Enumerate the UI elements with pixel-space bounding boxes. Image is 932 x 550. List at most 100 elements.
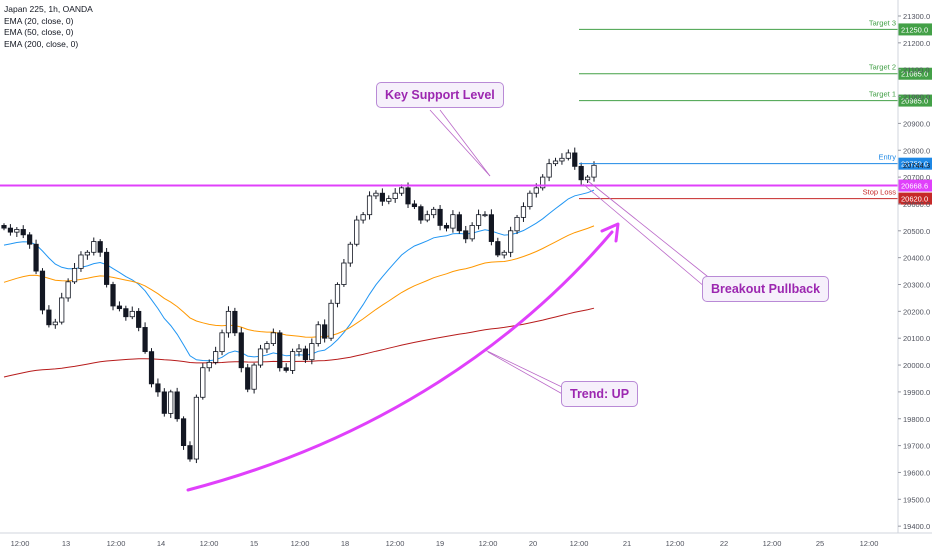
candle-body (33, 243, 39, 272)
candle-body (322, 324, 328, 339)
candle-body (424, 214, 430, 221)
candle-body (206, 361, 212, 369)
candle-body (20, 229, 26, 236)
ema-50-line (3, 225, 595, 338)
indicator-ema-50: EMA (50, close, 0) (4, 27, 74, 37)
candle-body (104, 251, 110, 285)
candle-body (46, 309, 52, 326)
candle-body (302, 348, 309, 361)
x-tick-label: 12:00 (291, 539, 310, 548)
candle-body (328, 302, 334, 339)
candle-body (366, 195, 373, 216)
candle-body (283, 367, 289, 371)
candle-body (315, 324, 321, 344)
candle-body (14, 229, 20, 233)
candle-body (270, 332, 276, 344)
candle-body (27, 234, 33, 245)
candle-body (251, 364, 257, 390)
candle-body (84, 251, 90, 256)
key-support-pointer-b (439, 109, 491, 177)
candle-body (225, 310, 232, 334)
candle-body (142, 327, 148, 353)
candle-body (533, 187, 539, 194)
candle-body (59, 297, 65, 323)
level-label: Target 1 (869, 90, 896, 99)
level-price-tag (898, 192, 932, 205)
chart-legend: Japan 225, 1h, OANDA EMA (20, close, 0) … (4, 4, 93, 50)
candle-body (360, 214, 366, 221)
indicator-ema-200: EMA (200, close, 0) (4, 38, 79, 49)
candle-body (116, 305, 123, 310)
y-tick-label: 21200.0 (903, 39, 930, 48)
candle-body (7, 227, 14, 233)
y-tick-label: 20900.0 (903, 119, 930, 128)
candle-body (379, 192, 385, 202)
ema-200-line (3, 307, 595, 378)
level-price-tag (898, 157, 932, 170)
candle-body (71, 267, 78, 283)
candle-body (219, 332, 225, 353)
key-support-callout: Key Support Level (376, 82, 504, 108)
x-tick-label: 12:00 (386, 539, 405, 548)
trend-pointer-b (487, 351, 567, 397)
candle-body (123, 308, 129, 318)
breakout-pullback-callout: Breakout Pullback (702, 276, 830, 302)
candle-body (418, 206, 424, 221)
candle-body (347, 243, 353, 264)
candle-body (168, 391, 174, 414)
candle-layer (1, 147, 597, 464)
x-tick-label: 12:00 (479, 539, 498, 548)
trend-pointer-a (484, 349, 565, 389)
level-price-label: 20620.0 (901, 195, 928, 204)
candle-body (155, 383, 161, 393)
x-tick-label: 15 (250, 539, 258, 548)
y-tick-label: 19800.0 (903, 415, 930, 424)
candle-body (456, 214, 462, 232)
x-tick-label: 20 (529, 539, 537, 548)
candle-body (39, 270, 46, 311)
y-tick-label: 21100.0 (903, 66, 930, 75)
candle-body (463, 230, 469, 240)
x-tick-label: 12:00 (107, 539, 126, 548)
candle-body (482, 214, 488, 217)
x-tick-label: 18 (341, 539, 349, 548)
candle-body (527, 192, 533, 208)
y-tick-label: 21300.0 (903, 12, 930, 21)
x-tick-label: 12:00 (200, 539, 219, 548)
candle-body (97, 241, 103, 253)
candle-body (200, 367, 206, 398)
candle-body (245, 367, 251, 390)
x-tick-label: 14 (157, 539, 165, 548)
y-tick-label: 19700.0 (903, 442, 930, 451)
level-label: Target 2 (869, 63, 896, 72)
candle-body (591, 164, 597, 178)
candle-body (354, 219, 360, 245)
y-tick-label: 20300.0 (903, 281, 930, 290)
candle-body (180, 418, 187, 447)
x-tick-label: 12:00 (11, 539, 30, 548)
trend-callout: Trend: UP (561, 381, 639, 407)
level-price-tag (898, 23, 932, 36)
candle-body (411, 203, 418, 208)
level-layer: Target 3 21250.0 Target 2 21085.0 Target 1 20… (0, 18, 932, 205)
candle-body (187, 445, 193, 460)
y-tick-label: 19900.0 (903, 388, 930, 397)
level-label: Entry (878, 153, 896, 162)
support-price-label: 20668.6 (901, 182, 928, 191)
candle-body (443, 225, 450, 229)
x-tick-label: 12:00 (860, 539, 879, 548)
y-tick-label: 20200.0 (903, 307, 930, 316)
candle-body (431, 208, 437, 216)
candle-body (399, 187, 405, 194)
x-tick-label: 25 (816, 539, 824, 548)
candle-body (148, 351, 155, 385)
y-tick-label: 21000.0 (903, 93, 930, 102)
candle-body (277, 332, 283, 369)
level-label: Target 3 (869, 18, 896, 27)
candle-body (450, 214, 456, 229)
trend-arrow (186, 230, 614, 492)
x-tick-label: 12:00 (570, 539, 589, 548)
current-price-label: 20744.3 (903, 161, 930, 170)
candle-body (514, 216, 520, 232)
